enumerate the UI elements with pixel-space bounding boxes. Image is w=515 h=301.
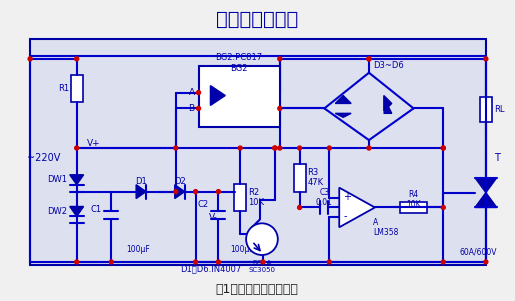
Circle shape xyxy=(367,57,371,61)
Bar xyxy=(400,202,427,213)
Text: 100μF: 100μF xyxy=(230,245,254,253)
Text: R3
47K: R3 47K xyxy=(307,168,323,188)
Circle shape xyxy=(238,146,242,150)
Circle shape xyxy=(328,260,331,264)
Text: 图1：固态继电器原来图: 图1：固态继电器原来图 xyxy=(216,283,298,296)
Text: R1: R1 xyxy=(58,84,69,93)
Circle shape xyxy=(367,146,371,150)
Text: 固态继电器电路: 固态继电器电路 xyxy=(216,10,298,29)
Text: C3
0.01: C3 0.01 xyxy=(316,188,333,207)
Text: DW2: DW2 xyxy=(47,207,67,216)
Text: V+: V+ xyxy=(87,138,100,147)
Circle shape xyxy=(194,190,198,194)
Circle shape xyxy=(246,223,278,255)
Text: T: T xyxy=(494,153,500,163)
Circle shape xyxy=(216,260,220,264)
Circle shape xyxy=(367,57,371,61)
Bar xyxy=(234,184,246,211)
Text: R4
10K: R4 10K xyxy=(406,190,421,209)
Text: DW1: DW1 xyxy=(47,175,67,184)
Text: C2: C2 xyxy=(197,200,209,209)
Text: A
LM358: A LM358 xyxy=(373,218,398,237)
Text: V-: V- xyxy=(209,213,217,222)
Circle shape xyxy=(441,260,445,264)
Text: BG1A
SC3050: BG1A SC3050 xyxy=(248,260,276,273)
Circle shape xyxy=(75,146,79,150)
Circle shape xyxy=(273,146,277,150)
Polygon shape xyxy=(475,193,497,207)
Circle shape xyxy=(441,206,445,209)
Polygon shape xyxy=(136,185,146,199)
Text: B: B xyxy=(188,104,195,113)
Circle shape xyxy=(197,91,200,95)
Text: C1: C1 xyxy=(90,205,101,214)
Circle shape xyxy=(484,260,488,264)
Polygon shape xyxy=(384,95,392,111)
Text: RL: RL xyxy=(494,105,504,114)
Circle shape xyxy=(484,57,488,61)
Text: R2
10K: R2 10K xyxy=(248,188,264,207)
Circle shape xyxy=(441,146,445,150)
Bar xyxy=(294,164,305,192)
Circle shape xyxy=(75,57,79,61)
Circle shape xyxy=(278,146,282,150)
Polygon shape xyxy=(384,105,392,113)
Circle shape xyxy=(197,107,200,110)
Polygon shape xyxy=(339,188,375,227)
Bar xyxy=(199,66,280,127)
Circle shape xyxy=(109,260,113,264)
Circle shape xyxy=(328,146,331,150)
Circle shape xyxy=(278,107,282,110)
Text: D1: D1 xyxy=(135,177,147,186)
Circle shape xyxy=(28,57,32,61)
Text: A: A xyxy=(188,88,195,97)
Polygon shape xyxy=(175,185,185,199)
Circle shape xyxy=(298,146,302,150)
Circle shape xyxy=(298,206,302,209)
Text: -: - xyxy=(343,211,347,222)
Text: D2: D2 xyxy=(174,177,185,186)
Polygon shape xyxy=(70,175,83,185)
Bar xyxy=(71,75,82,102)
Text: D1～D6.IN4007: D1～D6.IN4007 xyxy=(180,264,241,273)
Text: D3~D6: D3~D6 xyxy=(373,61,404,70)
Text: 100μF: 100μF xyxy=(126,245,150,253)
Circle shape xyxy=(261,260,265,264)
Polygon shape xyxy=(70,206,83,216)
Circle shape xyxy=(278,57,282,61)
Text: +: + xyxy=(343,191,351,202)
Text: 60A/600V: 60A/600V xyxy=(459,247,496,256)
Circle shape xyxy=(174,190,178,194)
Bar xyxy=(480,97,492,122)
Circle shape xyxy=(216,190,220,194)
Polygon shape xyxy=(475,178,497,193)
Polygon shape xyxy=(211,85,225,105)
Polygon shape xyxy=(335,95,351,104)
Text: ~220V: ~220V xyxy=(27,153,61,163)
Circle shape xyxy=(441,146,445,150)
Circle shape xyxy=(174,146,178,150)
Circle shape xyxy=(194,260,198,264)
Text: BG2.PC817
BG2: BG2.PC817 BG2 xyxy=(216,53,263,73)
Bar xyxy=(30,39,486,265)
Circle shape xyxy=(273,146,277,150)
Circle shape xyxy=(75,260,79,264)
Polygon shape xyxy=(335,113,351,117)
